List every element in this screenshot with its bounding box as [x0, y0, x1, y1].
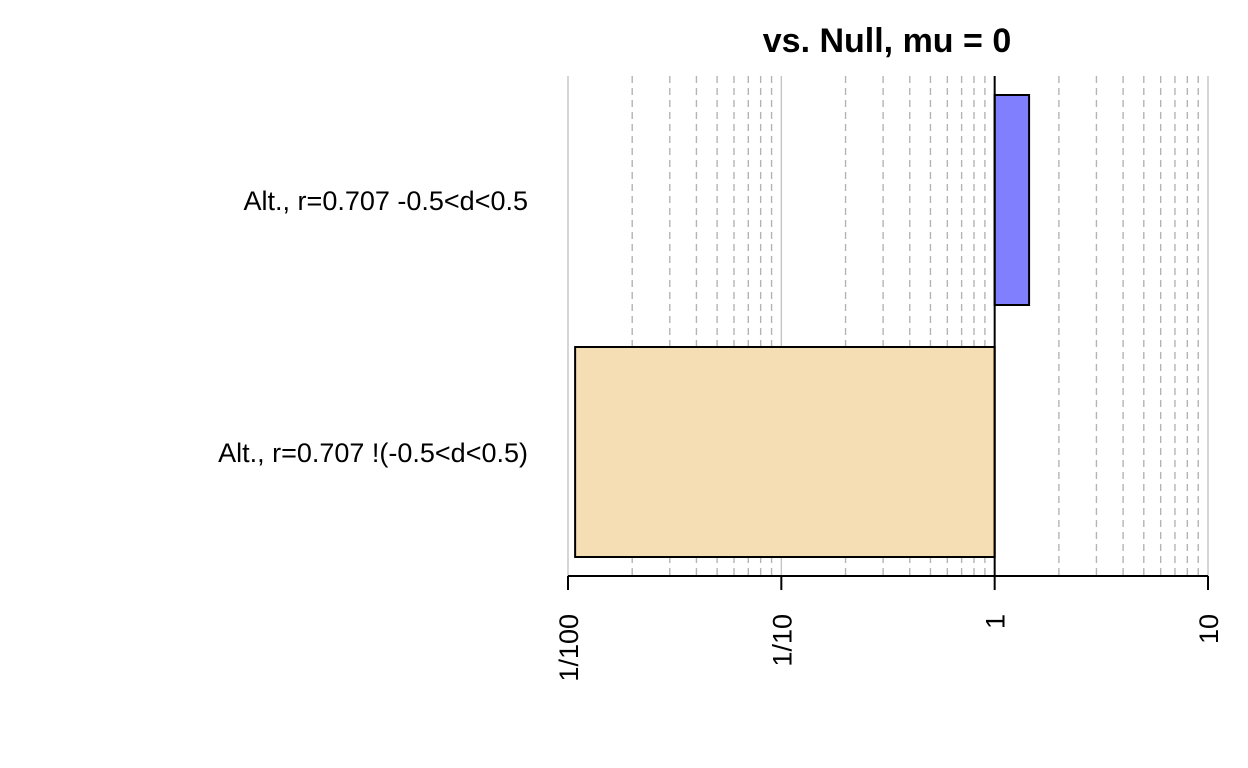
category-labels: Alt., r=0.707 -0.5<d<0.5 Alt., r=0.707 !(…: [218, 186, 528, 468]
category-label: Alt., r=0.707 -0.5<d<0.5: [244, 186, 528, 216]
x-tick-label: 1/100: [554, 614, 584, 682]
bar: [574, 346, 996, 558]
x-axis: 1/100 1/10 1 10: [554, 575, 1224, 682]
bar: [993, 94, 1031, 306]
x-tick-label: 1/10: [767, 614, 797, 667]
chart-title: vs. Null, mu = 0: [763, 22, 1011, 60]
x-tick-label: 10: [1194, 614, 1224, 644]
x-tick-label: 1: [981, 614, 1011, 629]
bars: [574, 94, 1031, 558]
category-label: Alt., r=0.707 !(-0.5<d<0.5): [218, 438, 528, 468]
